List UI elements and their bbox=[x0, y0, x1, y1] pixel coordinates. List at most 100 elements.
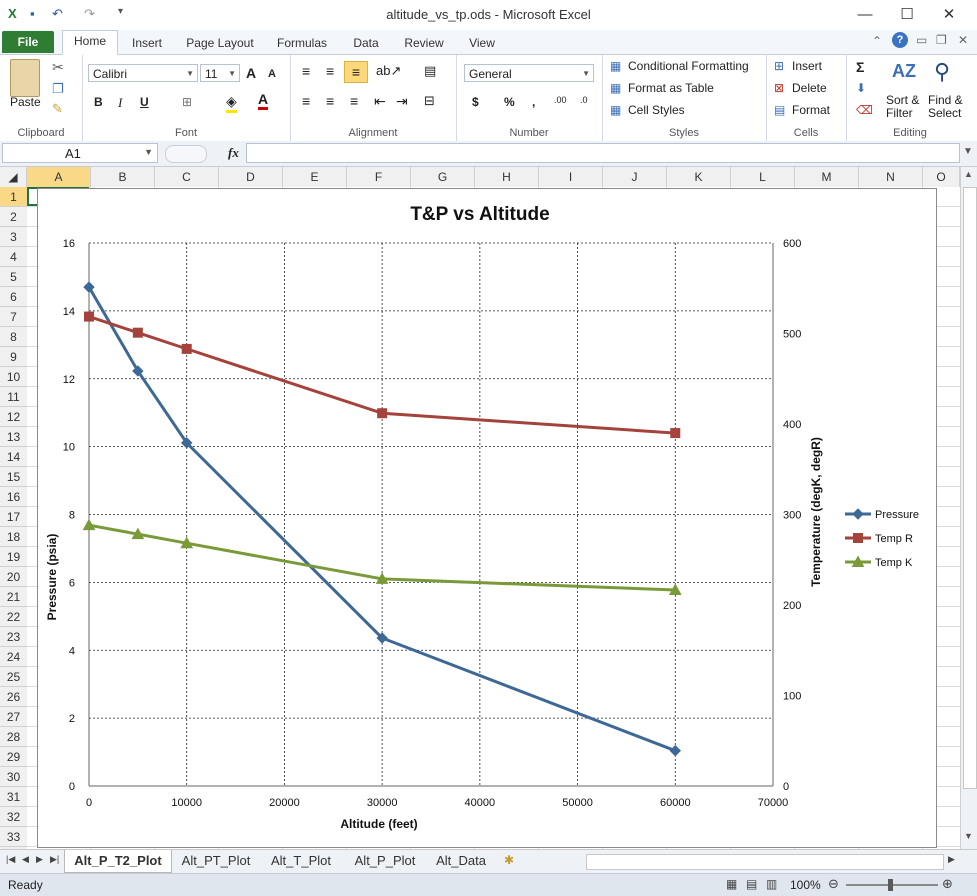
row-header-12[interactable]: 12 bbox=[0, 407, 27, 427]
row-header-25[interactable]: 25 bbox=[0, 667, 27, 687]
row-header-2[interactable]: 2 bbox=[0, 207, 27, 227]
row-header-24[interactable]: 24 bbox=[0, 647, 27, 667]
row-header-23[interactable]: 23 bbox=[0, 627, 27, 647]
tab-data[interactable]: Data bbox=[353, 36, 379, 50]
save-icon[interactable]: ▪ bbox=[30, 6, 35, 21]
row-header-33[interactable]: 33 bbox=[0, 827, 27, 847]
find-select-label-1[interactable]: Find & bbox=[928, 93, 963, 107]
row-header-28[interactable]: 28 bbox=[0, 727, 27, 747]
chart[interactable]: T&P vs Altitude 0 2 4 6 8 10 12 14 16 0 100 200 300 4… bbox=[37, 188, 937, 848]
sort-filter-label-2[interactable]: Filter bbox=[886, 106, 913, 120]
horizontal-scrollbar[interactable] bbox=[586, 854, 944, 870]
row-header-15[interactable]: 15 bbox=[0, 467, 27, 487]
workbook-close-icon[interactable]: ✕ bbox=[958, 33, 969, 47]
percent-icon[interactable]: % bbox=[504, 95, 515, 109]
row-header-26[interactable]: 26 bbox=[0, 687, 27, 707]
currency-icon[interactable]: $ bbox=[472, 95, 479, 109]
maximize-button[interactable]: ☐ bbox=[900, 6, 914, 23]
row-header-10[interactable]: 10 bbox=[0, 367, 27, 387]
scroll-thumb[interactable] bbox=[963, 187, 977, 789]
align-left-icon[interactable]: ≡ bbox=[302, 93, 311, 109]
insert-sheet-icon[interactable]: ✱ bbox=[504, 853, 515, 867]
first-sheet-icon[interactable]: |◀ bbox=[6, 854, 16, 864]
clear-icon[interactable]: ⌫ bbox=[856, 103, 873, 117]
row-header-19[interactable]: 19 bbox=[0, 547, 27, 567]
find-select-label-2[interactable]: Select bbox=[928, 106, 962, 120]
minimize-button[interactable]: — bbox=[857, 6, 873, 23]
row-header-21[interactable]: 21 bbox=[0, 587, 27, 607]
row-header-32[interactable]: 32 bbox=[0, 807, 27, 827]
insert-function-icon[interactable]: fx bbox=[228, 145, 239, 160]
redo-icon[interactable]: ↷ bbox=[84, 6, 95, 21]
align-bottom-icon[interactable]: ≡ bbox=[344, 61, 368, 83]
close-button[interactable]: ✕ bbox=[942, 6, 956, 23]
column-header-n[interactable]: N bbox=[859, 167, 923, 187]
row-header-4[interactable]: 4 bbox=[0, 247, 27, 267]
borders-icon[interactable]: ⊞ bbox=[182, 95, 193, 109]
merge-center-icon[interactable]: ⊟ bbox=[424, 93, 435, 108]
sheet-tab-alt-pt-plot[interactable]: Alt_PT_Plot bbox=[181, 853, 251, 868]
customize-toolbar-icon[interactable]: ▾ bbox=[118, 6, 124, 17]
decrease-decimal-icon[interactable]: .0 bbox=[580, 95, 588, 105]
copy-icon[interactable]: ❐ bbox=[52, 81, 64, 96]
sort-filter-label-1[interactable]: Sort & bbox=[886, 93, 920, 107]
column-header-a[interactable]: A bbox=[27, 167, 91, 187]
next-sheet-icon[interactable]: ▶ bbox=[36, 854, 43, 864]
zoom-in-icon[interactable]: ⊕ bbox=[942, 876, 953, 891]
formula-input[interactable] bbox=[246, 143, 960, 163]
column-header-h[interactable]: H bbox=[475, 167, 539, 187]
sheet-tab-alt-data[interactable]: Alt_Data bbox=[436, 853, 486, 868]
column-header-d[interactable]: D bbox=[219, 167, 283, 187]
row-header-20[interactable]: 20 bbox=[0, 567, 27, 587]
formula-bar-resize-handle[interactable] bbox=[165, 145, 207, 163]
zoom-out-icon[interactable]: ⊖ bbox=[828, 876, 839, 891]
chart-title[interactable]: T&P vs Altitude bbox=[410, 204, 549, 225]
vertical-scrollbar[interactable]: ▲ ▼ bbox=[960, 167, 977, 849]
prev-sheet-icon[interactable]: ◀ bbox=[22, 854, 29, 864]
fill-color-icon[interactable]: ◈ bbox=[226, 93, 237, 113]
tab-insert[interactable]: Insert bbox=[131, 36, 162, 50]
workbook-minimize-icon[interactable]: ▭ bbox=[916, 33, 928, 47]
number-format-select[interactable]: General ▼ bbox=[464, 64, 594, 82]
comma-style-icon[interactable]: , bbox=[532, 95, 536, 109]
workbook-restore-icon[interactable]: ❐ bbox=[936, 33, 947, 47]
column-header-m[interactable]: M bbox=[795, 167, 859, 187]
select-all-corner[interactable]: ◢ bbox=[0, 167, 27, 187]
row-header-13[interactable]: 13 bbox=[0, 427, 27, 447]
font-name-select[interactable]: Calibri ▼ bbox=[88, 64, 198, 82]
format-painter-icon[interactable]: ✎ bbox=[52, 101, 63, 116]
align-center-icon[interactable]: ≡ bbox=[326, 93, 335, 109]
row-header-3[interactable]: 3 bbox=[0, 227, 27, 247]
column-header-j[interactable]: J bbox=[603, 167, 667, 187]
cut-icon[interactable]: ✂ bbox=[52, 59, 64, 75]
scroll-right-arrow-icon[interactable]: ▶ bbox=[948, 854, 955, 864]
paste-button[interactable]: Paste bbox=[10, 95, 41, 109]
row-header-11[interactable]: 11 bbox=[0, 387, 27, 407]
autosum-icon[interactable]: Σ bbox=[856, 59, 865, 75]
scroll-up-arrow-icon[interactable]: ▲ bbox=[964, 169, 973, 179]
align-middle-icon[interactable]: ≡ bbox=[326, 63, 335, 79]
row-header-6[interactable]: 6 bbox=[0, 287, 27, 307]
align-right-icon[interactable]: ≡ bbox=[350, 93, 359, 109]
orientation-icon[interactable]: ab↗ bbox=[376, 63, 402, 78]
font-size-select[interactable]: 11 ▼ bbox=[200, 64, 240, 82]
bold-icon[interactable]: B bbox=[94, 95, 103, 109]
expand-formula-bar-icon[interactable]: ▼ bbox=[963, 146, 973, 157]
scroll-down-arrow-icon[interactable]: ▼ bbox=[964, 831, 973, 841]
row-header-1[interactable]: 1 bbox=[0, 187, 27, 207]
increase-decimal-icon[interactable]: .00 bbox=[554, 95, 567, 105]
tab-review[interactable]: Review bbox=[404, 36, 444, 50]
row-header-31[interactable]: 31 bbox=[0, 787, 27, 807]
row-header-17[interactable]: 17 bbox=[0, 507, 27, 527]
row-header-30[interactable]: 30 bbox=[0, 767, 27, 787]
tab-home[interactable]: Home bbox=[62, 30, 118, 55]
last-sheet-icon[interactable]: ▶| bbox=[50, 854, 60, 864]
zoom-slider-thumb[interactable] bbox=[888, 879, 893, 891]
row-header-5[interactable]: 5 bbox=[0, 267, 27, 287]
column-header-i[interactable]: I bbox=[539, 167, 603, 187]
name-box[interactable]: A1 ▼ bbox=[2, 143, 158, 163]
row-header-27[interactable]: 27 bbox=[0, 707, 27, 727]
column-header-k[interactable]: K bbox=[667, 167, 731, 187]
format-as-table-button[interactable]: Format as Table bbox=[628, 81, 714, 95]
row-header-16[interactable]: 16 bbox=[0, 487, 27, 507]
